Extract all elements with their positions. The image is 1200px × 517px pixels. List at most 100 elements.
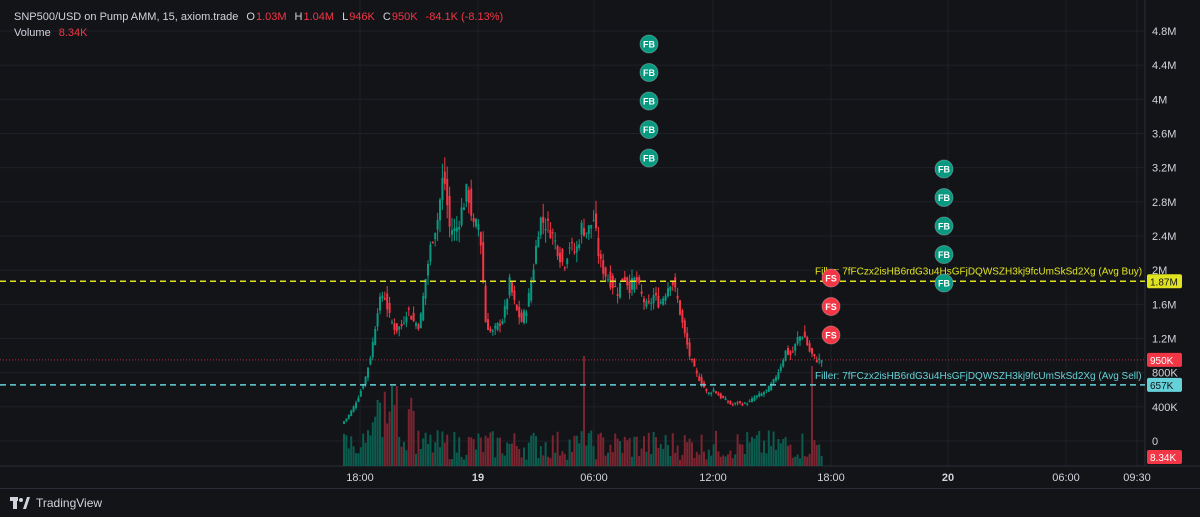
price-tick: 2M [1152,265,1167,277]
volume-bar [563,453,566,466]
fill-buy-marker[interactable]: FB [934,245,954,264]
fill-buy-marker[interactable]: FB [934,273,954,293]
candle [559,246,561,268]
volume-bar [813,440,816,466]
svg-text:1.87M: 1.87M [1150,277,1178,288]
candle [367,367,369,382]
volume-bar [715,430,717,466]
fill-buy-marker[interactable]: FB [639,34,659,54]
volume-bar [489,432,492,466]
candle [417,322,420,331]
volume-bar [343,433,345,466]
volume-bar [633,436,636,466]
candle [691,358,693,363]
volume-bar [429,434,432,466]
candle [415,321,417,330]
candle [734,402,737,406]
volume-bar [611,452,614,466]
volume-bar [383,391,386,466]
open-label: O [246,11,255,23]
volume-bar [789,444,792,466]
volume-bar [554,452,557,466]
candle [820,359,823,367]
volume-bar [784,437,787,466]
candle [371,337,374,361]
candle [571,237,573,251]
volume-bar [777,438,780,466]
volume-bar [403,441,405,466]
candle [511,280,513,297]
fill-sell-marker[interactable]: FS [821,268,841,288]
candle [547,211,549,233]
candle [345,418,348,423]
volume-bar [345,435,348,466]
candle [695,367,698,377]
volume-bar [357,453,360,466]
candle [652,287,655,310]
candle [763,390,765,397]
volume-bar [662,449,665,466]
volume-bar [359,447,362,466]
fill-buy-marker[interactable]: FB [639,120,659,139]
candle [352,405,355,413]
candle [719,392,722,400]
time-tick: 09:30 [1123,472,1151,484]
volume-bar [515,446,518,466]
fill-buy-marker[interactable]: FB [639,148,659,168]
candle [388,296,391,318]
candle [727,399,729,404]
volume-bar [710,455,713,466]
candle [580,220,583,244]
fill-sell-marker[interactable]: FS [821,297,841,316]
avg-buy-label: Filler: 7fFCzx2isHB6rdG3u4HsGFjDQWSZH3kj… [815,266,1142,277]
volume-bar [727,454,729,466]
candle [683,317,686,338]
volume-bar [595,459,597,466]
fill-buy-marker[interactable]: FB [934,188,954,207]
volume-bar [753,438,756,466]
candle [655,286,657,301]
candlestick-chart[interactable]: Filler: 7fFCzx2isHB6rdG3u4HsGFjDQWSZH3kj… [0,0,1200,488]
volume-bar [655,437,657,466]
volume-bar [448,459,451,466]
volume-bar [712,444,715,466]
candle [427,260,429,285]
volume-bar [667,444,669,466]
candle [568,242,571,255]
volume-bar [547,456,549,466]
volume-bar [669,455,672,466]
fill-buy-marker[interactable]: FB [639,63,659,82]
candle [731,402,734,407]
volume-bar [458,437,461,466]
fill-sell-marker[interactable]: FS [821,325,841,345]
volume-bar [676,445,679,466]
volume-bar [765,453,768,466]
volume-bar [619,441,621,466]
candle [453,218,456,241]
candle [616,287,619,304]
volume-bar [424,432,427,466]
candle [513,285,516,305]
volume-bar [751,437,753,466]
fill-buy-marker[interactable]: FB [934,159,954,179]
candle [698,373,701,382]
candle [724,396,727,401]
candle [806,335,809,346]
candle [659,298,662,305]
tradingview-logo[interactable]: TradingView [10,496,102,510]
candle [343,421,345,425]
candle [561,248,564,266]
volume-bar [683,435,686,466]
volume-bar [631,456,633,466]
candle [715,390,717,394]
candle [592,210,595,222]
fill-buy-marker[interactable]: FB [639,91,659,111]
candle [607,274,609,283]
candle [791,346,794,353]
candle [751,396,753,403]
candle [434,232,437,247]
candle [602,253,605,280]
volume-bar [741,444,744,466]
fill-buy-marker[interactable]: FB [934,216,954,236]
